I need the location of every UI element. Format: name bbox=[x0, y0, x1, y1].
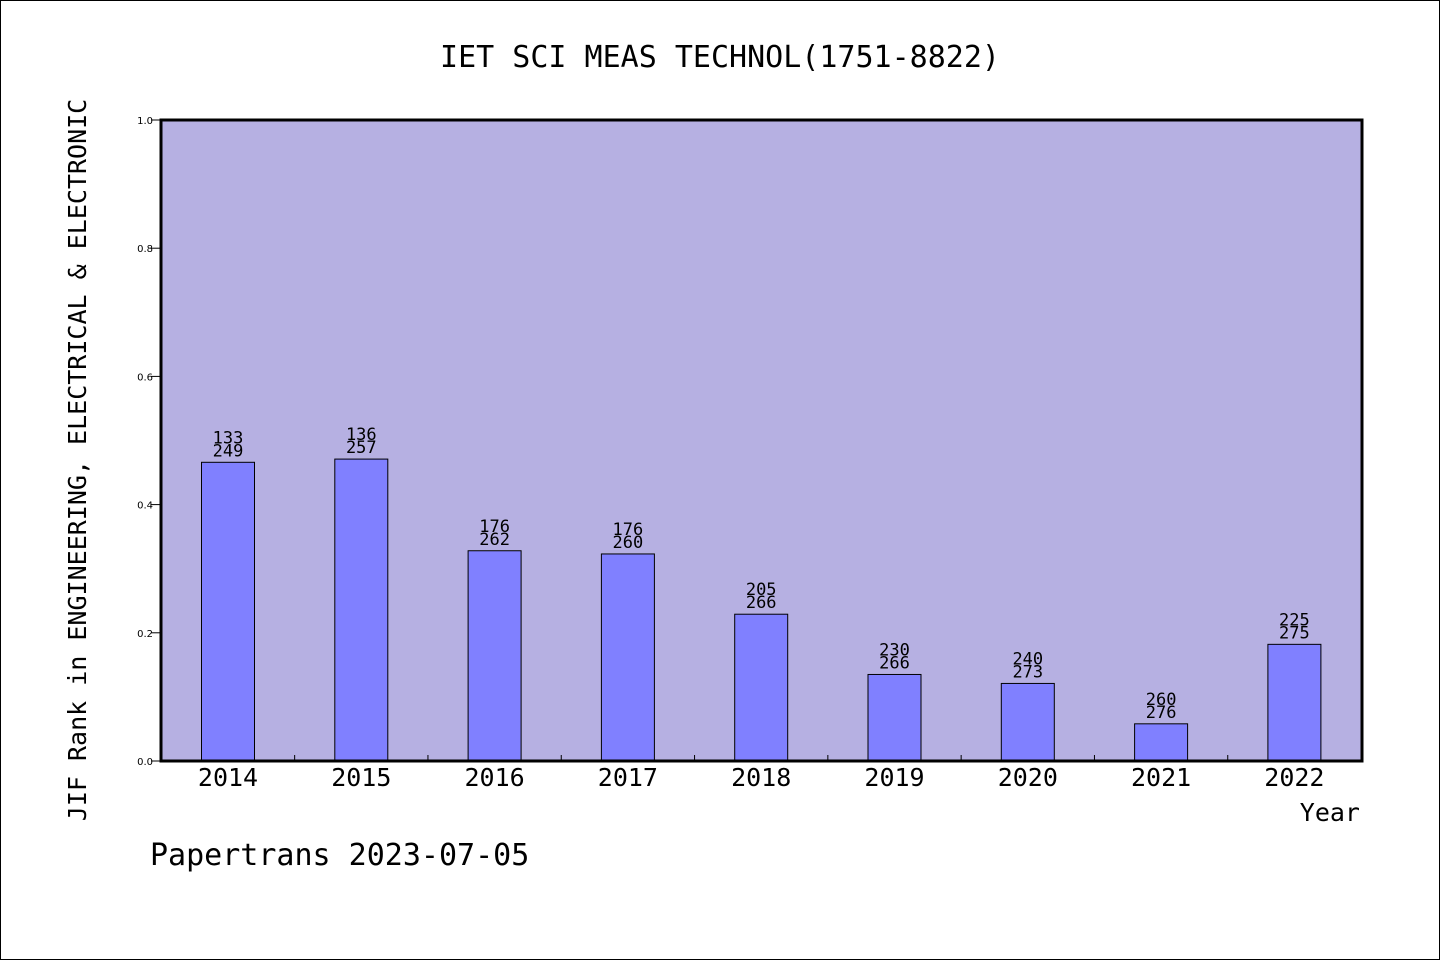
bar-2017 bbox=[600, 553, 655, 762]
y-tick-label: 0.2 bbox=[137, 629, 153, 640]
y-tick-label: 0.0 bbox=[137, 757, 153, 768]
x-axis-label: Year bbox=[1300, 798, 1360, 827]
x-tick-label-2016: 2016 bbox=[464, 763, 524, 792]
bar-total-label-2018: 266 bbox=[746, 593, 777, 613]
bar-total-label-2020: 273 bbox=[1012, 662, 1043, 682]
y-tick-label: 1.0 bbox=[137, 116, 153, 127]
bar-2020 bbox=[1000, 682, 1055, 762]
x-tick-label-2021: 2021 bbox=[1131, 763, 1191, 792]
bar-rank-label-2018: 205 bbox=[746, 580, 777, 600]
bar-2021 bbox=[1134, 723, 1189, 762]
y-ticks-layer: 0.0 0.2 0.4 0.6 0.8 1.0 bbox=[137, 116, 161, 768]
bar-total-label-2015: 257 bbox=[346, 438, 377, 458]
x-tick-label-2022: 2022 bbox=[1264, 763, 1324, 792]
x-ticks-layer: 2014 2015 2016 2017 2018 2019 2020 2021 2022 bbox=[198, 755, 1325, 792]
x-tick-label-2017: 2017 bbox=[598, 763, 658, 792]
footer-text: Papertrans 2023-07-05 bbox=[150, 838, 529, 873]
x-tick-label-2015: 2015 bbox=[331, 763, 391, 792]
bar-rank-label-2015: 136 bbox=[346, 425, 377, 445]
chart-title: IET SCI MEAS TECHNOL(1751-8822) bbox=[440, 40, 1000, 75]
bar-2022 bbox=[1267, 643, 1322, 762]
y-tick-label: 0.6 bbox=[137, 372, 153, 383]
bar-2015 bbox=[334, 458, 389, 762]
bar-total-label-2017: 260 bbox=[613, 533, 644, 553]
bar-2018 bbox=[734, 613, 789, 762]
bar-2019 bbox=[867, 673, 922, 762]
bar-total-label-2016: 262 bbox=[479, 530, 510, 550]
y-axis-label: JIF Rank in ENGINEERING, ELECTRICAL & EL… bbox=[63, 99, 92, 821]
bar-rank-label-2020: 240 bbox=[1012, 649, 1043, 669]
bars-layer bbox=[201, 458, 1322, 762]
y-tick-label: 0.4 bbox=[137, 501, 153, 512]
plot-border bbox=[159, 118, 1364, 763]
bar-total-label-2021: 276 bbox=[1146, 703, 1177, 723]
bar-rank-label-2022: 225 bbox=[1279, 610, 1310, 630]
bar-2016 bbox=[467, 550, 522, 762]
y-tick-label: 0.8 bbox=[137, 244, 153, 255]
bar-total-label-2019: 266 bbox=[879, 653, 910, 673]
bar-rank-label-2021: 260 bbox=[1146, 690, 1177, 710]
bar-total-label-2014: 249 bbox=[213, 441, 244, 461]
x-tick-label-2014: 2014 bbox=[198, 763, 258, 792]
bar-2014 bbox=[201, 461, 255, 762]
bar-rank-label-2017: 176 bbox=[613, 520, 644, 540]
bar-rank-label-2019: 230 bbox=[879, 640, 910, 660]
bar-total-label-2022: 275 bbox=[1279, 623, 1310, 643]
x-tick-label-2020: 2020 bbox=[998, 763, 1058, 792]
x-tick-label-2018: 2018 bbox=[731, 763, 791, 792]
x-tick-label-2019: 2019 bbox=[864, 763, 924, 792]
bar-rank-label-2014: 133 bbox=[213, 428, 244, 448]
bar-rank-label-2016: 176 bbox=[479, 517, 510, 537]
